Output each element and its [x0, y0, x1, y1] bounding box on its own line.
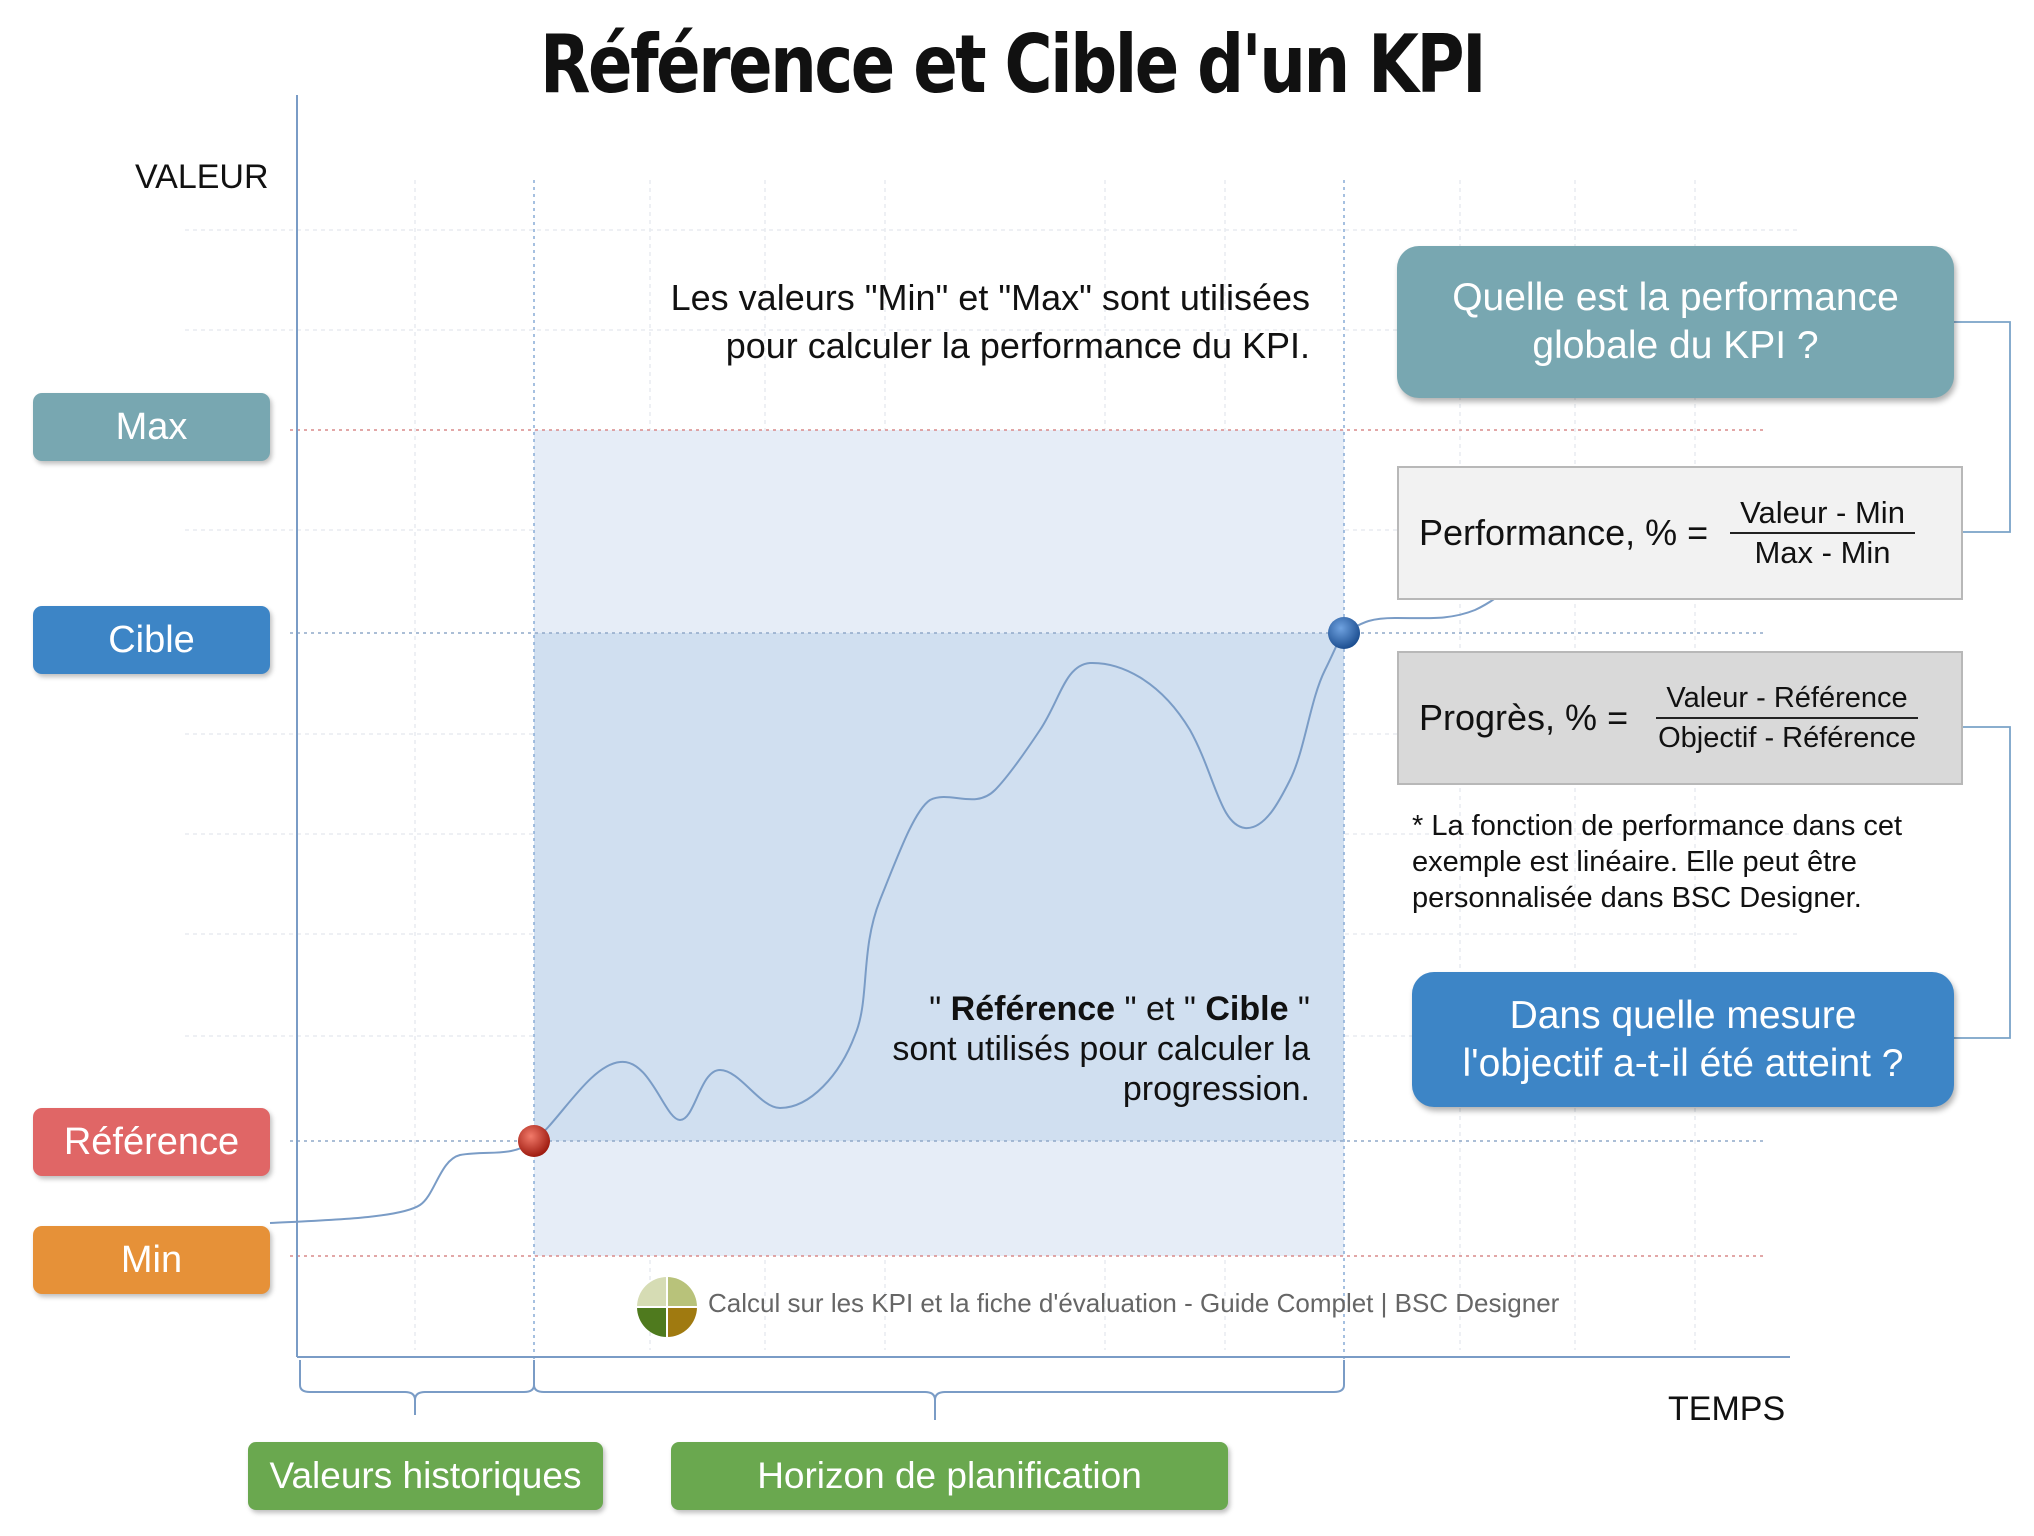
reference-note-prefix: "	[929, 990, 951, 1028]
progress-connector	[1948, 726, 2011, 1039]
level-min: Min	[33, 1226, 270, 1294]
target-point	[1328, 617, 1360, 649]
planning-brace	[533, 1360, 1345, 1420]
y-axis-label: VALEUR	[135, 158, 269, 196]
progress-denominator: Objectif - Référence	[1658, 722, 1916, 754]
kpi-value-curve	[269, 594, 1501, 1224]
reference-target-band	[534, 633, 1344, 1141]
level-max: Max	[33, 393, 270, 461]
performance-formula-lhs: Performance, % =	[1419, 512, 1709, 553]
x-axis-label: TEMPS	[1668, 1390, 1786, 1428]
reference-note-mid: " et "	[1115, 990, 1206, 1028]
performance-denominator: Max - Min	[1754, 535, 1891, 570]
performance-formula: Performance, % = Valeur - Min Max - Min	[1397, 466, 1963, 600]
progress-formula-lhs: Progrès, % =	[1419, 697, 1629, 738]
reference-note: " Référence " et " Cible " sont utilisés…	[760, 989, 1310, 1109]
progress-question-line1: Dans quelle mesure	[1509, 993, 1857, 1037]
performance-numerator: Valeur - Min	[1730, 494, 1915, 534]
reference-note-line1: " Référence " et " Cible "	[760, 989, 1310, 1029]
minmax-note: Les valeurs "Min" et "Max" sont utilisée…	[560, 274, 1310, 370]
footnote: * La fonction de performance dans cet ex…	[1412, 810, 1903, 914]
progress-fraction: Valeur - Référence Objectif - Référence	[1648, 679, 1926, 757]
reference-note-bold-cible: Cible	[1205, 990, 1289, 1028]
period-historical: Valeurs historiques	[248, 1442, 603, 1510]
reference-note-bold-reference: Référence	[950, 990, 1116, 1028]
progress-numerator: Valeur - Référence	[1656, 679, 1918, 719]
performance-question: Quelle est la performance globale du KPI…	[1397, 246, 1954, 398]
reference-note-line3: progression.	[1122, 1070, 1310, 1108]
minmax-note-line2: pour calculer la performance du KPI.	[725, 325, 1310, 366]
performance-connector	[1948, 321, 2011, 533]
reference-note-line2: sont utilisés pour calculer la	[892, 1030, 1310, 1068]
progress-formula: Progrès, % = Valeur - Référence Objectif…	[1397, 651, 1963, 785]
bsc-designer-logo	[637, 1277, 697, 1337]
progress-question-line2: l'objectif a-t-il été atteint ?	[1462, 1041, 1904, 1085]
period-planning: Horizon de planification	[671, 1442, 1228, 1510]
historical-brace	[299, 1360, 535, 1415]
performance-question-line2: globale du KPI ?	[1532, 324, 1819, 367]
minmax-note-line1: Les valeurs "Min" et "Max" sont utilisée…	[670, 277, 1310, 318]
page-title: Référence et Cible d'un KPI	[540, 18, 1487, 111]
reference-point	[518, 1125, 550, 1157]
reference-note-suffix: "	[1288, 990, 1310, 1028]
progress-question: Dans quelle mesure l'objectif a-t-il été…	[1412, 972, 1954, 1107]
level-reference: Référence	[33, 1108, 270, 1176]
level-cible: Cible	[33, 606, 270, 674]
performance-fraction: Valeur - Min Max - Min	[1730, 494, 1915, 572]
performance-question-line1: Quelle est la performance	[1452, 276, 1899, 319]
footer-credit: Calcul sur les KPI et la fiche d'évaluat…	[708, 1288, 1560, 1318]
